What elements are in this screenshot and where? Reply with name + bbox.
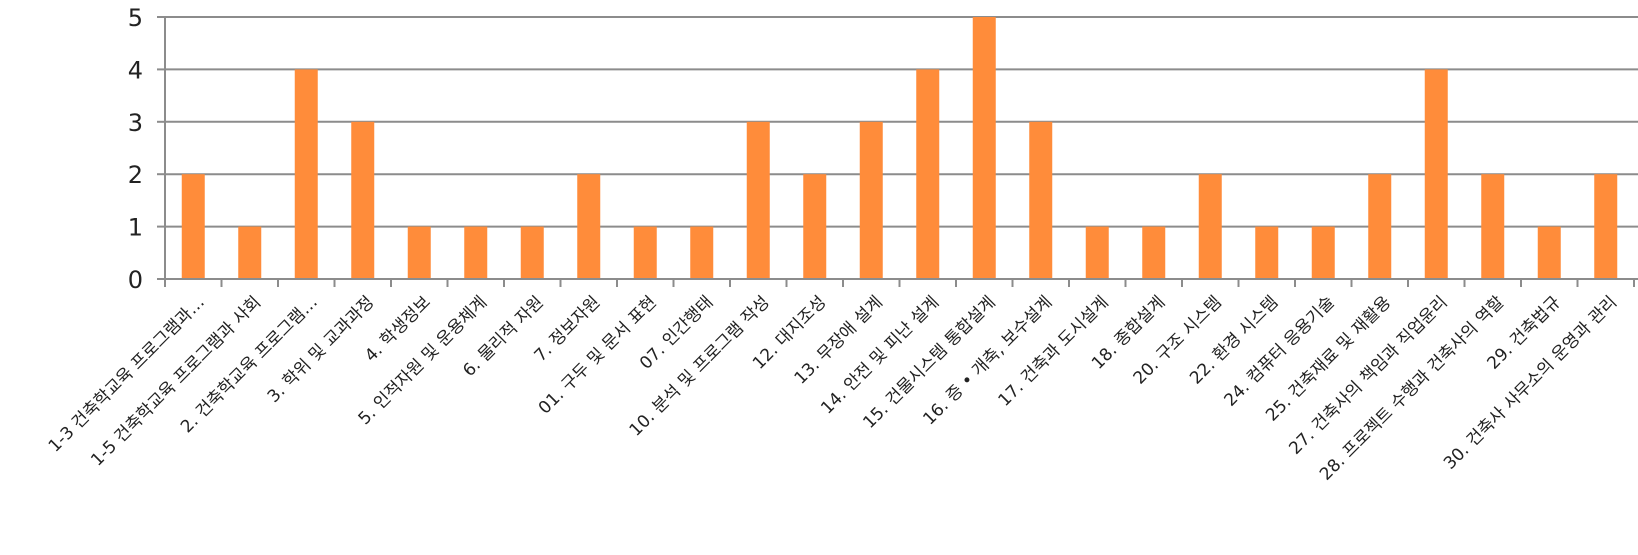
- bar: [633, 226, 657, 279]
- y-tick-label: 1: [128, 214, 143, 242]
- y-tick-label: 0: [128, 266, 143, 294]
- bar: [351, 121, 375, 279]
- bar: [1142, 226, 1166, 279]
- bar: [859, 121, 883, 279]
- y-tick-label: 4: [128, 56, 143, 84]
- bar: [238, 226, 262, 279]
- bar: [803, 174, 827, 279]
- bar: [181, 174, 205, 279]
- bar: [1085, 226, 1109, 279]
- y-tick-label: 5: [128, 4, 143, 32]
- bar: [972, 17, 996, 279]
- y-axis-ticks: 0 1 2 3 4 5: [128, 4, 143, 294]
- bar: [294, 69, 318, 280]
- bar: [746, 121, 770, 279]
- y-tick-label: 2: [128, 161, 143, 189]
- bar: [464, 226, 488, 279]
- bar: [1594, 174, 1618, 279]
- bar: [1198, 174, 1222, 279]
- axes: [157, 16, 1638, 287]
- bar: [1424, 69, 1448, 280]
- bars: [181, 17, 1618, 280]
- bar: [690, 226, 714, 279]
- x-tick-label: 3. 학위 및 교과과정: [264, 292, 378, 406]
- bar: [916, 69, 940, 280]
- bar: [1368, 174, 1392, 279]
- bar: [1255, 226, 1279, 279]
- y-tick-label: 3: [128, 109, 143, 137]
- bar: [520, 226, 544, 279]
- bar: [1029, 121, 1053, 279]
- x-axis-labels: 1-3 건축학교육 프로그램과…1-5 건축학교육 프로그램과 사회2. 건축학…: [45, 292, 1622, 485]
- bar: [577, 174, 601, 279]
- bar: [1481, 174, 1505, 279]
- bar: [1311, 226, 1335, 279]
- gridlines: [165, 16, 1638, 228]
- bar: [1537, 226, 1561, 279]
- bar: [407, 226, 431, 279]
